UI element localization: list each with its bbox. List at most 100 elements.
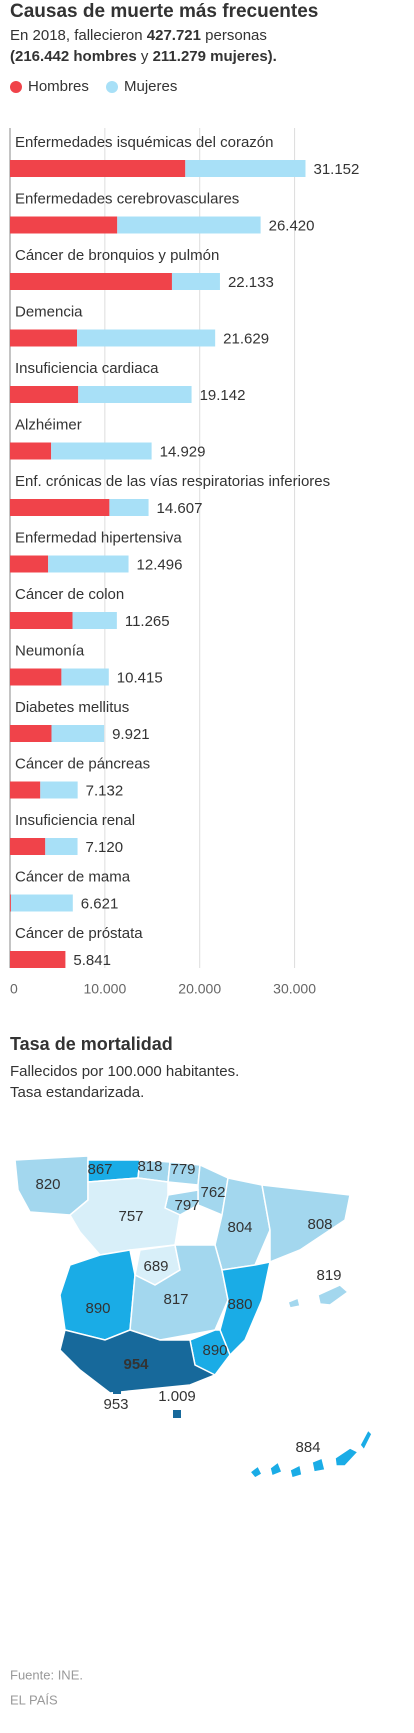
bar-segment xyxy=(10,442,52,460)
category-label: Alzhéimer xyxy=(15,416,82,433)
subtitle-part: y xyxy=(141,48,149,65)
total-label: 19.142 xyxy=(200,387,246,404)
subtitle-part: En 2018, fallecieron xyxy=(10,27,143,44)
category-label: Cáncer de colon xyxy=(15,586,124,603)
region xyxy=(287,1296,301,1309)
total-label: 31.152 xyxy=(313,161,359,178)
bar-segment xyxy=(10,951,66,968)
bar-segment xyxy=(10,894,11,912)
total-label: 14.607 xyxy=(157,500,203,517)
bar-segment xyxy=(185,160,306,177)
legend-swatch xyxy=(10,81,22,93)
subtitle-part: 211.279 mujeres). xyxy=(153,48,277,65)
map-subtitle: Tasa estandarizada. xyxy=(10,1084,144,1101)
map-subtitle: Fallecidos por 100.000 habitantes. xyxy=(10,1063,239,1080)
chart-title: Causas de muerte más frecuentes xyxy=(10,1,318,22)
region xyxy=(261,1184,351,1264)
total-label: 7.120 xyxy=(86,839,124,856)
region-label: 884 xyxy=(295,1439,320,1456)
region xyxy=(113,1386,121,1394)
bar-segment xyxy=(51,442,152,460)
region xyxy=(219,1261,271,1357)
region-label: 804 xyxy=(227,1219,252,1236)
bar-segment xyxy=(10,499,110,516)
bar-segment xyxy=(10,894,73,912)
region xyxy=(197,1163,229,1217)
region xyxy=(289,1463,303,1479)
region-label: 817 xyxy=(163,1291,188,1308)
category-label: Cáncer de páncreas xyxy=(15,755,150,772)
category-label: Cáncer de mama xyxy=(15,868,131,885)
region xyxy=(334,1447,360,1467)
x-tick-label: 20.000 xyxy=(178,981,221,997)
total-label: 6.621 xyxy=(81,895,119,912)
region-label: 808 xyxy=(307,1216,332,1233)
bar-segment xyxy=(61,668,109,686)
region-label: 779 xyxy=(170,1161,195,1178)
legend-label: Mujeres xyxy=(124,78,177,95)
category-label: Enfermedades cerebrovasculares xyxy=(15,190,239,207)
region-label: 689 xyxy=(143,1258,168,1275)
map xyxy=(14,1155,373,1479)
region-label: 757 xyxy=(118,1208,143,1225)
category-label: Enfermedad hipertensiva xyxy=(15,529,182,546)
category-label: Insuficiencia cardiaca xyxy=(15,360,159,377)
subtitle-part: personas xyxy=(205,27,267,44)
region xyxy=(317,1284,350,1306)
legend-label: Hombres xyxy=(28,78,89,95)
x-tick-label: 10.000 xyxy=(83,981,126,997)
category-label: Cáncer de próstata xyxy=(15,925,143,942)
subtitle-part: 427.721 xyxy=(147,27,201,44)
map-title: Tasa de mortalidad xyxy=(10,1034,173,1054)
total-label: 5.841 xyxy=(73,952,111,969)
bar-segment xyxy=(72,612,117,629)
x-tick-label: 0 xyxy=(10,981,18,997)
region-label: 954 xyxy=(123,1356,149,1373)
x-tick-label: 30.000 xyxy=(273,981,316,997)
bar-segment xyxy=(40,781,78,799)
region xyxy=(173,1410,181,1418)
total-label: 11.265 xyxy=(125,613,170,630)
bar-segment xyxy=(10,725,52,742)
region xyxy=(311,1456,326,1473)
category-label: Enfermedades isquémicas del corazón xyxy=(15,134,273,151)
category-label: Neumonía xyxy=(15,642,85,659)
bar-segment xyxy=(10,386,79,403)
region-label: 797 xyxy=(174,1197,199,1214)
bar-segment xyxy=(10,838,46,855)
category-label: Cáncer de bronquios y pulmón xyxy=(15,247,219,264)
bar-segment xyxy=(51,725,105,742)
region-label: 762 xyxy=(200,1184,225,1201)
bar-segment xyxy=(171,273,220,290)
bar-segment xyxy=(10,555,49,573)
bar-segment xyxy=(10,273,172,290)
bar-segment xyxy=(10,781,41,799)
region-label: 1.009 xyxy=(158,1388,196,1405)
legend-swatch xyxy=(106,81,118,93)
region xyxy=(59,1329,217,1394)
total-label: 14.929 xyxy=(160,443,206,460)
region xyxy=(359,1428,373,1452)
region-label: 953 xyxy=(103,1396,128,1413)
region xyxy=(248,1464,263,1479)
region xyxy=(269,1460,283,1478)
total-label: 22.133 xyxy=(228,274,274,291)
bar-segment xyxy=(45,838,78,855)
subtitle: En 2018, fallecieron 427.721 personas xyxy=(10,27,267,44)
total-label: 10.415 xyxy=(117,669,163,686)
category-label: Enf. crónicas de las vías respiratorias … xyxy=(15,473,330,490)
region-label: 867 xyxy=(87,1161,112,1178)
region-label: 820 xyxy=(35,1176,60,1193)
total-label: 12.496 xyxy=(137,556,183,573)
total-label: 26.420 xyxy=(269,217,315,234)
bar-segment xyxy=(109,499,149,516)
subtitle: (216.442 hombres y 211.279 mujeres). xyxy=(10,48,277,65)
bar-segment xyxy=(117,216,261,234)
bar-segment xyxy=(10,612,73,629)
category-label: Diabetes mellitus xyxy=(15,699,129,716)
total-label: 21.629 xyxy=(223,330,269,347)
bar-segment xyxy=(10,329,78,347)
region-label: 819 xyxy=(316,1267,341,1284)
region-label: 890 xyxy=(85,1300,110,1317)
total-label: 9.921 xyxy=(112,726,150,743)
